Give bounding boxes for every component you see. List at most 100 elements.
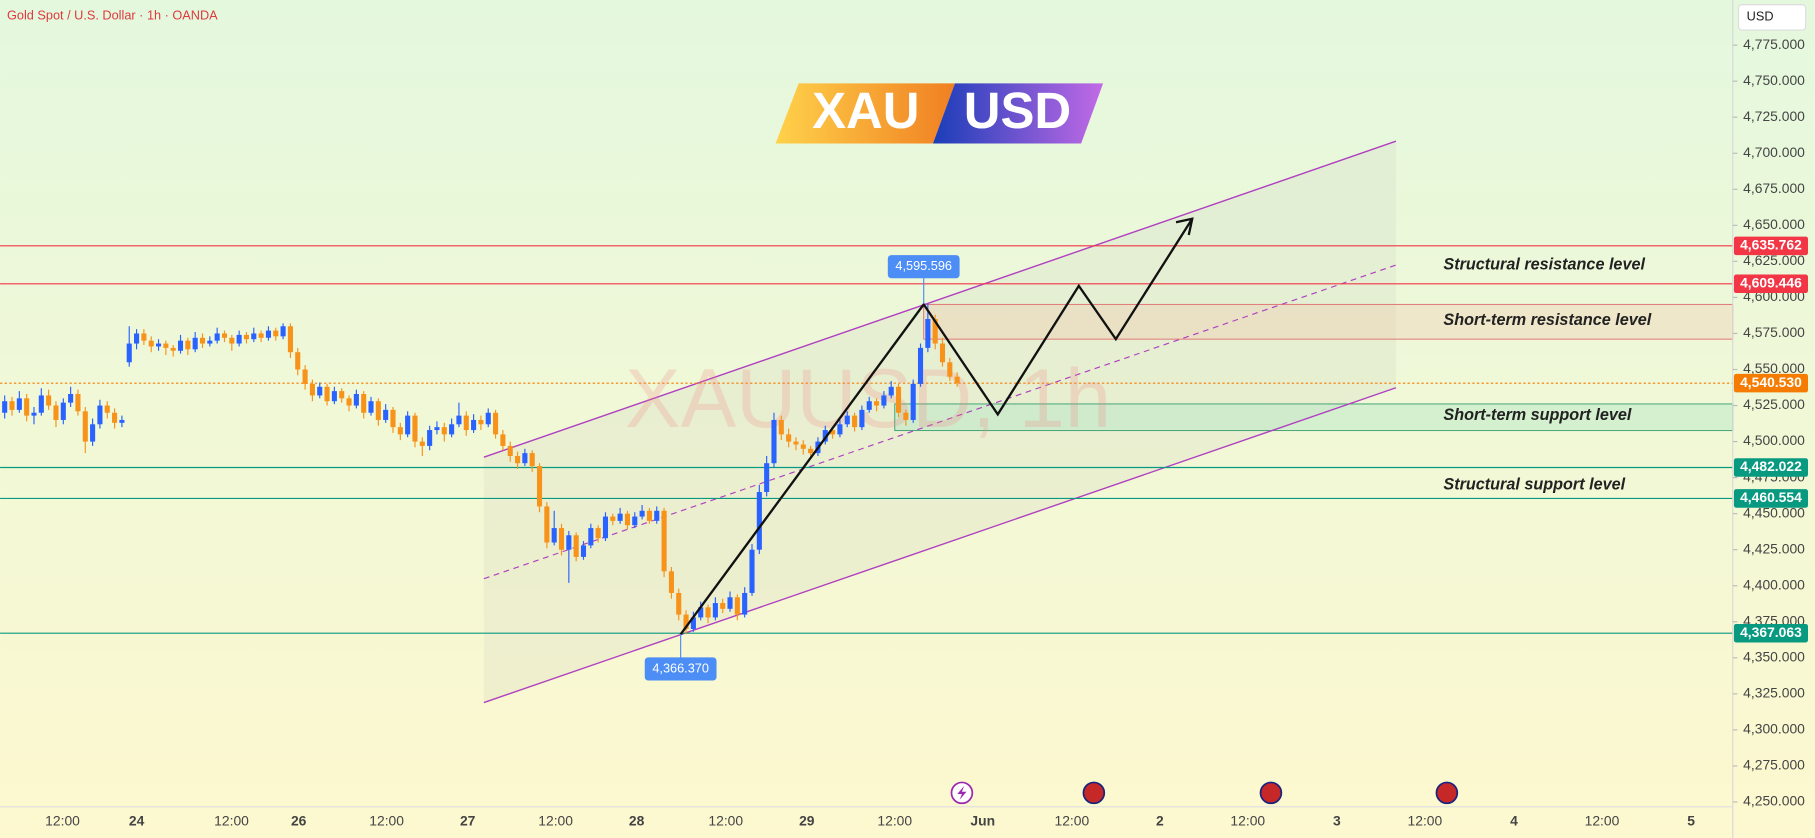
- candle-body: [910, 383, 916, 420]
- level-label-box: [1733, 373, 1809, 393]
- candles: [2, 303, 960, 635]
- x-tick-label: 4: [1510, 812, 1518, 828]
- level-label: 4,460.554: [1740, 489, 1802, 505]
- x-tick-label: Jun: [970, 812, 995, 828]
- level-label-box: [1733, 274, 1809, 294]
- level-label: 4,635.762: [1740, 237, 1802, 253]
- candle-body: [368, 401, 374, 413]
- candle-body: [859, 409, 865, 428]
- candle-body: [177, 340, 184, 351]
- y-tick-label: 4,625.000: [1743, 252, 1805, 268]
- x-tick-label: 29: [799, 812, 815, 828]
- drawings: [483, 140, 1734, 704]
- candle-body: [353, 394, 359, 406]
- candle-body: [595, 528, 601, 539]
- candle-body: [947, 362, 953, 377]
- logo-left-shape: [775, 83, 955, 144]
- candle-body: [632, 516, 638, 526]
- candle-body: [236, 334, 242, 344]
- candle-body: [46, 395, 52, 406]
- candle-body: [31, 412, 37, 416]
- candle-body: [265, 330, 271, 338]
- candle-body: [830, 430, 836, 435]
- x-tick-label: 12:00: [369, 812, 404, 828]
- candle-body: [734, 597, 740, 615]
- projection-arrowhead: [1175, 217, 1194, 236]
- candle-body: [112, 412, 118, 423]
- candle-body: [573, 535, 579, 557]
- candle-body: [280, 326, 286, 337]
- candle-body: [544, 506, 550, 543]
- candle-body: [258, 333, 264, 338]
- candle-body: [471, 419, 477, 431]
- candle-body: [53, 405, 59, 420]
- x-tick-label: 12:00: [1585, 812, 1620, 828]
- candle-body: [808, 448, 814, 454]
- candle-body: [449, 424, 455, 435]
- candle-body: [331, 391, 337, 402]
- candle-body: [493, 412, 499, 435]
- projection-path: [679, 218, 1194, 635]
- channel-mid: [483, 264, 1397, 580]
- level-label-box: [1733, 236, 1809, 256]
- x-tick-label: 28: [629, 812, 645, 828]
- candle-body: [434, 427, 440, 431]
- candle-body: [588, 528, 594, 546]
- x-tick-label: 12:00: [1054, 812, 1089, 828]
- candle-body: [97, 405, 103, 425]
- candle-body: [536, 466, 543, 507]
- event-icon[interactable]: [1435, 781, 1459, 805]
- candle-body: [419, 441, 425, 446]
- candle-body: [2, 401, 8, 413]
- x-tick-label: 12:00: [214, 812, 249, 828]
- callout-box: [887, 255, 960, 279]
- candle-body: [229, 337, 235, 344]
- y-tick-label: 4,325.000: [1743, 685, 1805, 701]
- candle-body: [954, 376, 960, 384]
- annotation: Structural support level: [1443, 475, 1625, 493]
- logo-left: XAU: [812, 82, 919, 139]
- candle-body: [346, 398, 352, 406]
- candle-body: [646, 510, 652, 521]
- candle-body: [207, 340, 213, 344]
- candle-body: [639, 510, 645, 517]
- candle-body: [874, 401, 880, 406]
- annotation: Short-term resistance level: [1443, 311, 1651, 329]
- candle-body: [683, 614, 689, 629]
- candle-body: [273, 330, 279, 337]
- candle-body: [68, 394, 74, 403]
- candle-body: [852, 415, 858, 428]
- candle-body: [786, 434, 792, 442]
- candle-body: [837, 424, 843, 435]
- x-tick-label: 12:00: [1230, 812, 1265, 828]
- candle-body: [412, 415, 418, 442]
- candle-body: [75, 394, 81, 412]
- candle-body: [375, 401, 381, 420]
- candle-body: [793, 441, 799, 445]
- x-tick-label: 27: [460, 812, 476, 828]
- candle-body: [720, 603, 726, 609]
- candle-body: [800, 444, 806, 449]
- x-tick-label: 5: [1687, 812, 1695, 828]
- event-icon[interactable]: [1259, 781, 1283, 805]
- candle-body: [456, 415, 462, 425]
- y-tick-label: 4,700.000: [1743, 144, 1805, 160]
- currency[interactable]: USD: [1747, 9, 1774, 24]
- event-icon-glyph: [957, 785, 967, 800]
- event-icon[interactable]: [1082, 781, 1106, 805]
- y-tick-label: 4,350.000: [1743, 648, 1805, 664]
- candle-body: [441, 427, 447, 435]
- x-tick-label: 2: [1156, 812, 1164, 828]
- candle-body: [507, 445, 513, 456]
- level-label: 4,540.530: [1740, 374, 1802, 390]
- candle-body: [38, 395, 44, 413]
- x-tick-label: 12:00: [538, 812, 573, 828]
- event-icons: [950, 781, 1459, 805]
- candle-body: [214, 333, 220, 341]
- candle-body: [602, 516, 609, 539]
- candle-body: [888, 386, 894, 396]
- currency-button[interactable]: [1737, 4, 1807, 31]
- x-tick-label: 3: [1333, 812, 1341, 828]
- candle-body: [199, 337, 206, 344]
- candle-body: [580, 545, 587, 557]
